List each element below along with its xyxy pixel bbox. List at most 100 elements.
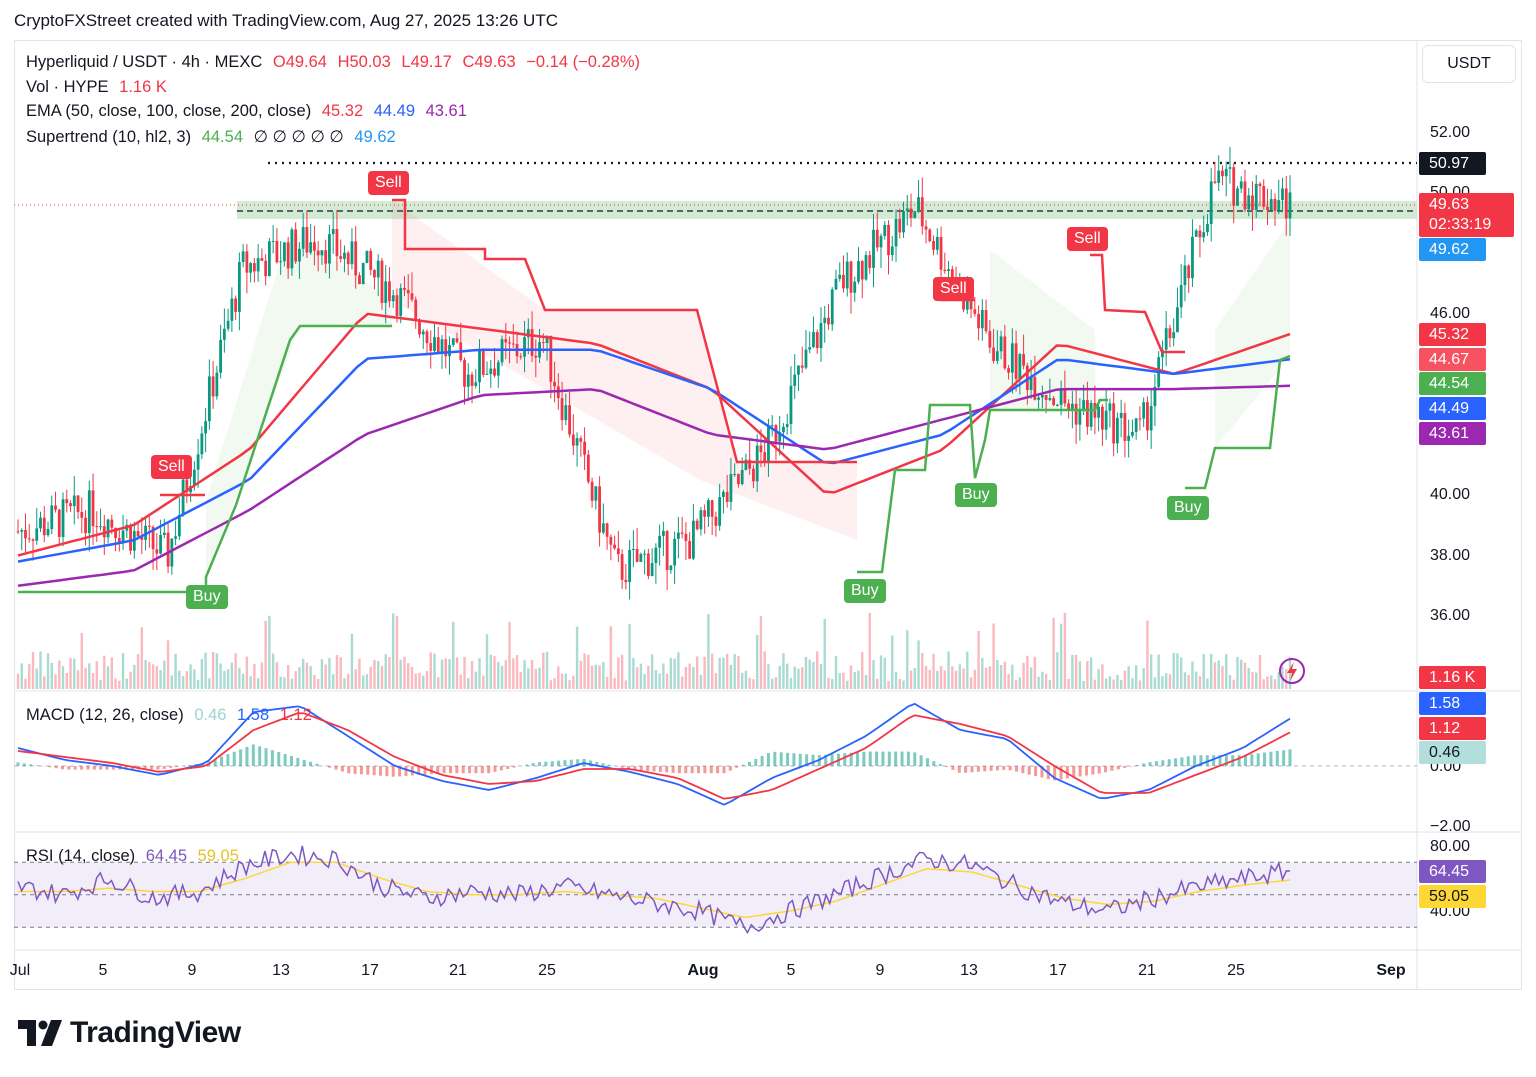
candle-body [414, 299, 418, 322]
volume-bar [538, 667, 541, 689]
candle-body [609, 536, 613, 545]
volume-bar [193, 669, 196, 689]
macd-hist-bar [1199, 755, 1203, 766]
volume-bar [1037, 676, 1040, 689]
supertrend-label[interactable]: Supertrend (10, hl2, 3) [26, 128, 192, 146]
rsi-label[interactable]: RSI (14, close) [26, 847, 136, 865]
candle-body [249, 263, 253, 273]
buy-signal[interactable]: Buy [955, 483, 997, 507]
volume-bar [35, 668, 38, 689]
macd-hist-bar [398, 766, 402, 777]
candle-body [763, 452, 767, 463]
candle-body [1010, 343, 1014, 373]
buy-signal[interactable]: Buy [186, 585, 228, 609]
volume-bar [163, 660, 166, 689]
buy-signal[interactable]: Buy [1167, 496, 1209, 520]
volume-bar [204, 652, 207, 689]
volume-bar [969, 677, 973, 689]
volume-bar [215, 653, 219, 689]
candle-body [1052, 398, 1056, 406]
volume-bar [99, 679, 102, 689]
candle-body [842, 274, 845, 289]
volume-tag: 1.16 K [1419, 666, 1486, 689]
candle-body [718, 497, 722, 526]
candle-body [905, 208, 909, 212]
time-tick: 13 [272, 962, 290, 979]
candle-body [508, 342, 511, 344]
macd-hist-bar [1027, 766, 1031, 775]
sell-signal[interactable]: Sell [933, 277, 974, 301]
candle-body [722, 491, 725, 498]
candle-body [913, 211, 917, 218]
volume-bar [864, 674, 868, 689]
volume-bar [1153, 677, 1157, 689]
volume-bar [1270, 675, 1273, 689]
candle-body [661, 530, 665, 536]
volume-bar [223, 670, 226, 689]
volume-bar [973, 669, 977, 689]
volume-bar [478, 658, 481, 689]
currency-selector[interactable]: USDT [1422, 45, 1516, 83]
candle-body [46, 529, 50, 536]
macd-hist-bar [677, 766, 681, 774]
volume-bar [1258, 654, 1262, 689]
volume-bar [1221, 665, 1224, 689]
ema-label[interactable]: EMA (50, close, 100, close, 200, close) [26, 102, 312, 120]
volume-bar [230, 662, 234, 689]
candle-body [530, 329, 534, 356]
macd-hist-bar [1212, 755, 1216, 766]
macd-hist-bar [894, 751, 898, 766]
macd-label[interactable]: MACD (12, 26, close) [26, 706, 184, 724]
macd-hist-bar [423, 766, 427, 775]
candle-body [211, 376, 215, 397]
candle-body [1085, 400, 1089, 427]
volume-bar [103, 655, 106, 689]
ema-line-2 [17, 348, 1291, 563]
buy-signal[interactable]: Buy [844, 579, 886, 603]
supertrend-down-fill [392, 200, 857, 540]
volume-bar [80, 632, 83, 689]
candle-body [245, 251, 249, 273]
volume-bar [1225, 654, 1228, 689]
volume-bar [613, 677, 616, 689]
sell-signal[interactable]: Sell [368, 171, 409, 195]
volume-bar [1022, 662, 1025, 689]
macd-hist-bar [735, 766, 739, 768]
volume-bar [921, 652, 924, 689]
volume-bar [1101, 664, 1104, 689]
volume-label[interactable]: Vol · HYPE [26, 78, 109, 96]
macd-hist-bar [1065, 766, 1069, 779]
candle-body [1149, 406, 1153, 431]
sell-signal[interactable]: Sell [151, 455, 192, 479]
candle-body [222, 328, 226, 340]
volume-bar [898, 679, 901, 689]
volume-bar [313, 674, 316, 689]
macd-hist-bar [1193, 755, 1197, 766]
macd-hist-bar [1034, 766, 1038, 777]
candle-body [264, 260, 268, 277]
macd-hist-bar [436, 766, 440, 774]
high-value: H50.03 [337, 53, 391, 71]
candle-body [162, 532, 166, 536]
macd-line [17, 702, 1291, 806]
ema50-tag: 45.32 [1419, 323, 1486, 346]
volume-bar [917, 640, 920, 689]
candle-body [204, 421, 208, 434]
volume-bar [755, 634, 759, 689]
sell-signal[interactable]: Sell [1067, 227, 1108, 251]
volume-bar [947, 651, 950, 689]
candle-body [440, 339, 444, 353]
candle-body [294, 229, 298, 262]
volume-bar [1074, 654, 1078, 689]
tradingview-logo[interactable]: TradingView [18, 1016, 241, 1050]
macd-hist-bar [1008, 766, 1012, 771]
symbol-title[interactable]: Hyperliquid / USDT · 4h · MEXC [26, 53, 263, 71]
candle-body [827, 317, 830, 325]
macd-hist-bar [703, 766, 707, 774]
bolt-icon[interactable] [1279, 658, 1305, 684]
macd-hist-bar [995, 766, 999, 771]
volume-bar [647, 665, 650, 689]
volume-bar [1104, 678, 1108, 689]
macd-hist-bar [1174, 758, 1178, 766]
